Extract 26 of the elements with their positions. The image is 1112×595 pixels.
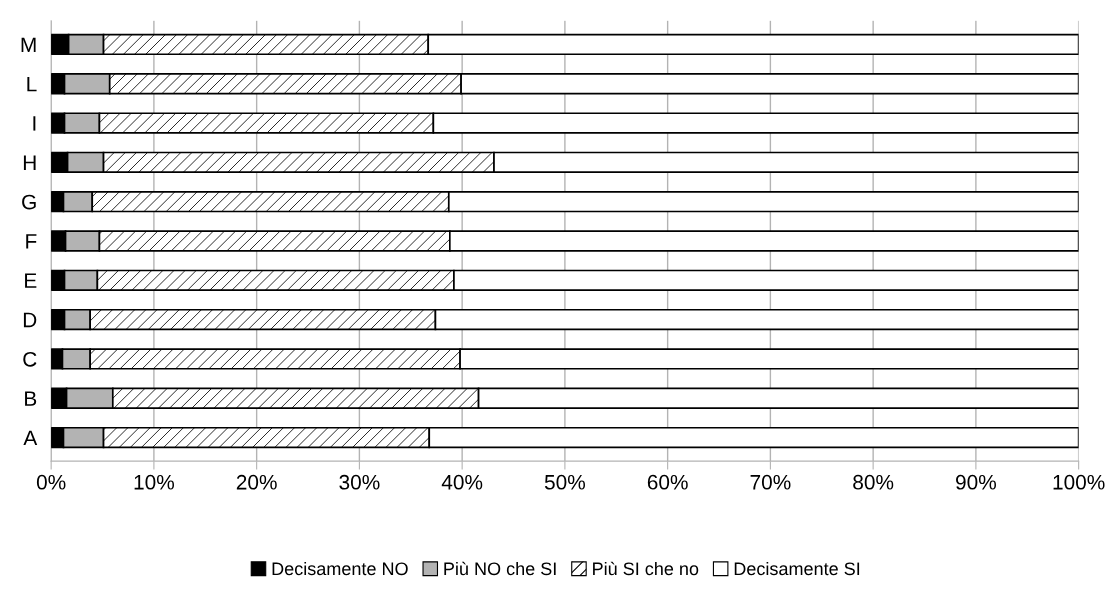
x-tick-label: 80%: [853, 474, 894, 490]
x-tick-label: 40%: [441, 474, 483, 490]
y-tick-label: G: [22, 194, 36, 210]
x-tick-label: 90%: [956, 474, 996, 490]
x-tick-label: 100%: [1053, 474, 1105, 490]
y-tick-label: I: [33, 116, 36, 131]
y-tick-label: B: [25, 391, 37, 406]
y-tick-label: D: [23, 312, 37, 328]
legend-label: Più SI che no: [593, 561, 699, 576]
legend-label: Decisamente NO: [272, 561, 408, 576]
y-tick-label: L: [27, 76, 37, 92]
x-tick-label: 0%: [36, 474, 66, 490]
x-tick-label: 20%: [236, 474, 277, 490]
y-tick-label: M: [21, 37, 36, 52]
y-tick-label: C: [23, 351, 37, 367]
x-tick-label: 50%: [544, 474, 585, 490]
y-tick-label: H: [23, 155, 36, 170]
x-tick-label: 10%: [134, 474, 175, 490]
y-tick-label: F: [26, 234, 37, 249]
x-tick-label: 70%: [750, 474, 791, 490]
legend-label: Più NO che SI: [444, 561, 556, 576]
legend-label: Decisamente SI: [734, 561, 860, 576]
x-tick-label: 30%: [339, 474, 380, 490]
y-tick-label: E: [25, 273, 37, 288]
x-tick-label: 60%: [647, 474, 688, 490]
y-tick-label: A: [23, 430, 38, 446]
